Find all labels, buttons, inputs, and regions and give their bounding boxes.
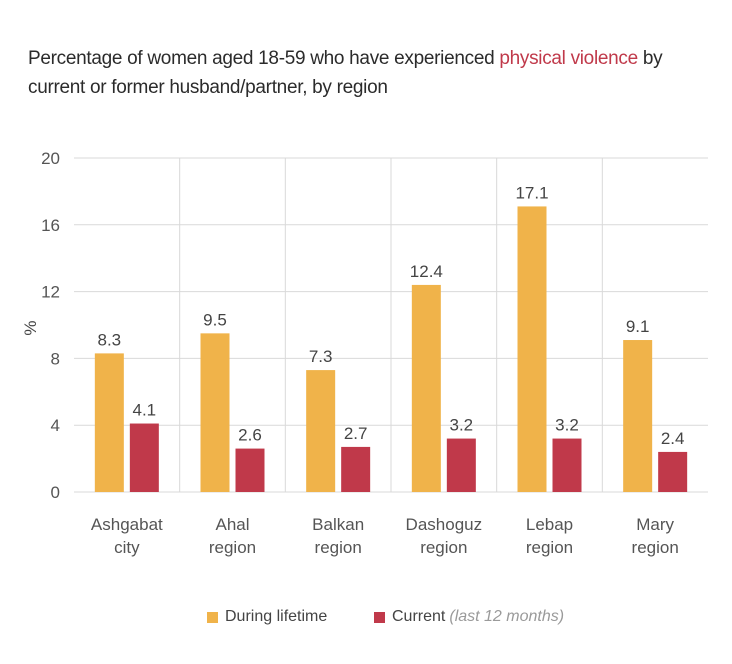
legend-item-current: Current (last 12 months) [374, 608, 564, 626]
data-label: 4.1 [133, 401, 157, 420]
legend-label-current: Current [392, 608, 446, 625]
x-tick-label: Ahal [215, 515, 249, 534]
x-tick-label: region [420, 538, 467, 557]
bar-current [446, 438, 476, 492]
bar-lifetime [306, 370, 336, 492]
bar-current [552, 438, 582, 492]
title-text-end: by current or former husband/partner, by… [28, 48, 663, 98]
x-tick-label: Dashoguz [406, 515, 483, 534]
data-label: 12.4 [410, 262, 443, 281]
x-tick-label: city [114, 538, 140, 557]
bar-lifetime [94, 353, 124, 492]
legend-item-lifetime: During lifetime [207, 608, 327, 626]
data-label: 3.2 [450, 416, 474, 435]
bar-lifetime [200, 333, 230, 492]
legend-note-current: (last 12 months) [449, 608, 565, 625]
legend: During lifetime Current (last 12 months) [0, 608, 732, 632]
bar-chart: 0 4 8 12 16 20% 8.3 4.1 Ashgabat city 9.5 2.6 Ahal re… [21, 149, 708, 557]
x-tick-label: region [209, 538, 256, 557]
data-label: 9.5 [203, 310, 227, 329]
x-tick-label: Balkan [312, 515, 364, 534]
x-tick-label: region [632, 538, 679, 557]
legend-swatch-current [374, 611, 385, 623]
data-label: 17.1 [515, 183, 548, 202]
title-highlight: physical violence [499, 48, 638, 69]
y-tick-label: 12 [41, 283, 60, 302]
chart-title: Percentage of women aged 18-59 who have … [28, 44, 688, 102]
x-tick-label: region [315, 538, 362, 557]
y-tick-label: 0 [51, 483, 60, 502]
bar-lifetime [517, 206, 547, 492]
x-tick-label: Ashgabat [91, 515, 163, 534]
data-label: 2.4 [661, 429, 685, 448]
y-axis-label: % [21, 320, 40, 335]
bar-current [341, 446, 371, 492]
bar-lifetime [623, 340, 653, 492]
data-label: 2.7 [344, 424, 368, 443]
data-label: 9.1 [626, 317, 650, 336]
bar-current [658, 451, 688, 492]
data-label: 7.3 [309, 347, 333, 366]
legend-label-lifetime: During lifetime [225, 608, 328, 625]
x-tick-label: Mary [636, 515, 674, 534]
x-tick-label: Lebap [526, 515, 573, 534]
y-tick-label: 16 [41, 216, 60, 235]
y-tick-label: 4 [51, 416, 60, 435]
x-tick-label: region [526, 538, 573, 557]
bar-lifetime [411, 284, 441, 492]
bar-current [235, 448, 265, 492]
data-label: 2.6 [238, 426, 262, 445]
title-text: Percentage of women aged 18-59 who have … [28, 48, 500, 69]
bar-current [129, 423, 159, 492]
y-tick-label: 20 [41, 149, 60, 168]
data-label: 8.3 [98, 330, 122, 349]
data-label: 3.2 [555, 416, 579, 435]
legend-swatch-lifetime [207, 611, 218, 623]
y-tick-label: 8 [51, 349, 60, 368]
